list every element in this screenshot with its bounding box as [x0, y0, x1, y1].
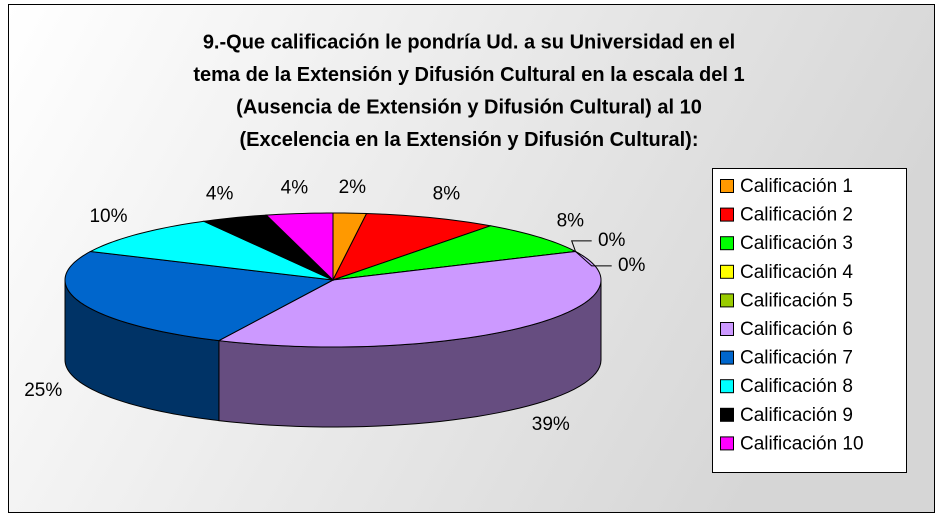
data-label: 0%	[618, 255, 646, 276]
legend-swatch	[720, 379, 734, 394]
legend-swatch	[720, 322, 734, 336]
chart-title: 9.-Que calificación le pondría Ud. a su …	[203, 31, 735, 53]
legend-label: Calificación 9	[740, 405, 853, 426]
chart-title: (Ausencia de Extensión y Difusión Cultur…	[236, 96, 702, 118]
data-label: 8%	[433, 183, 461, 204]
chart-title: tema de la Extensión y Difusión Cultural…	[193, 64, 744, 86]
legend-swatch	[720, 236, 734, 251]
data-label: 8%	[557, 210, 585, 231]
legend-swatch	[720, 407, 734, 422]
legend-swatch	[720, 350, 734, 365]
data-label: 25%	[24, 380, 62, 401]
leader-line	[575, 251, 612, 267]
legend-label: Calificación 3	[740, 233, 853, 254]
legend-swatch	[720, 293, 734, 308]
legend-swatch	[720, 179, 734, 193]
legend-swatch	[720, 436, 734, 451]
data-label: 4%	[206, 183, 234, 204]
legend-label: Calificación 6	[740, 319, 853, 340]
legend-label: Calificación 5	[740, 290, 853, 311]
data-label: 39%	[532, 414, 570, 435]
legend-swatch	[720, 264, 734, 279]
leader-line	[570, 240, 592, 252]
pie-slice	[331, 213, 493, 281]
data-label: 4%	[281, 178, 309, 199]
pie-slice	[332, 225, 578, 281]
legend-label: Calificación 7	[740, 348, 853, 369]
legend-label: Calificación 8	[740, 376, 853, 397]
legend-label: Calificación 10	[740, 433, 864, 454]
legend-label: Calificación 2	[740, 205, 853, 226]
pie-slice	[64, 250, 335, 342]
legend-label: Calificación 1	[740, 176, 853, 197]
data-label: 0%	[598, 230, 626, 251]
pie-slice	[217, 250, 602, 348]
data-label: 2%	[339, 177, 367, 198]
pie-slice	[88, 220, 334, 281]
data-label: 10%	[89, 206, 127, 227]
legend-box	[712, 168, 907, 473]
pie-slice	[265, 212, 334, 282]
chart-title: (Excelencia en la Extensión y Difusión C…	[240, 129, 699, 151]
legend-swatch	[720, 207, 734, 222]
pie-slice	[202, 214, 334, 281]
legend-label: Calificación 4	[740, 262, 853, 283]
